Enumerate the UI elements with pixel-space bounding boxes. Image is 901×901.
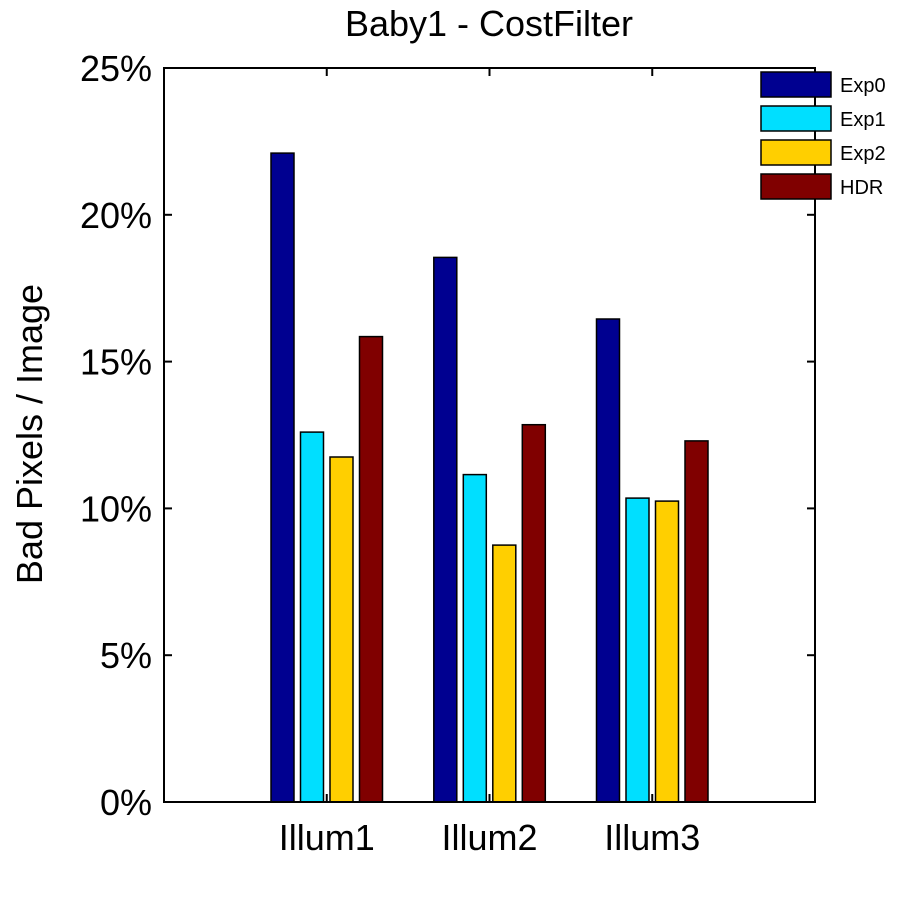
legend: Exp0 Exp1 Exp2 HDR [760,71,886,200]
bar-illum2-hdr [521,423,547,803]
bar-illum3-exp1 [625,497,650,803]
y-tick-label: 15% [80,342,152,383]
axes-group: 0% 5% 10% 15% 20% 25% Illum1 Illum2 Illum3 [80,48,815,858]
legend-label-hdr: HDR [840,177,883,199]
legend-swatch-exp0 [760,71,832,98]
y-tick-label: 25% [80,48,152,89]
chart-title: Baby1 - CostFilter [345,3,633,44]
bar-illum1-hdr [358,335,384,803]
bar-illum3-hdr [684,440,709,803]
bar-illum2-exp0 [433,256,458,803]
bar-illum3-exp2 [654,500,680,803]
bar-illum1-exp0 [270,152,295,803]
bar-illum2-exp2 [492,544,517,803]
x-tick-label: Illum1 [279,817,375,858]
bar-illum1-exp1 [299,431,325,803]
x-tick-label: Illum3 [604,817,700,858]
bar-illum2-exp1 [462,473,488,803]
y-tick-label: 20% [80,195,152,236]
y-tick-label: 10% [80,488,152,529]
y-axis-label: Bad Pixels / Image [9,284,50,584]
legend-label-exp1: Exp1 [840,109,886,131]
bar-illum3-exp0 [595,318,621,803]
bars-group [270,152,709,803]
legend-swatch-exp2 [760,139,832,166]
legend-label-exp0: Exp0 [840,75,886,97]
y-tick-label: 5% [100,635,152,676]
x-tick-label: Illum2 [441,817,537,858]
legend-swatch-hdr [760,173,832,200]
y-tick-label: 0% [100,782,152,823]
bar-illum1-exp2 [329,456,354,803]
legend-swatch-exp1 [760,105,832,132]
legend-label-exp2: Exp2 [840,143,886,165]
